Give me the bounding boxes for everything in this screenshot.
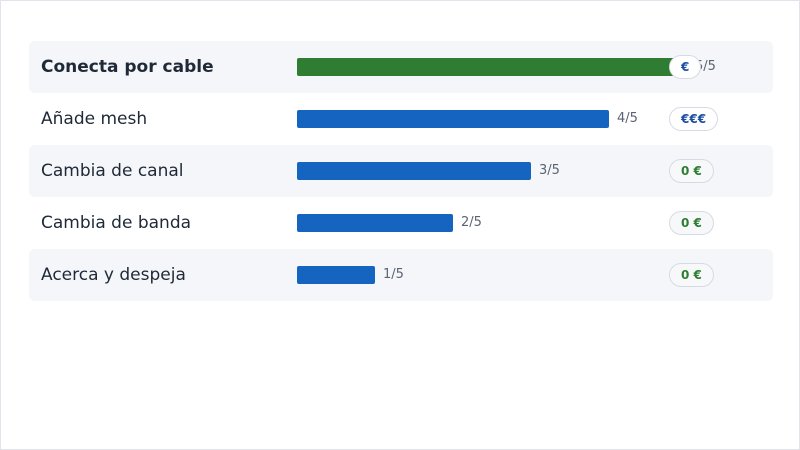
chart-row: Añade mesh 4/5 €€€: [29, 93, 773, 145]
category-label: Cambia de canal: [41, 161, 184, 181]
chart-row: Cambia de banda 2/5 0 €: [29, 197, 773, 249]
category-label: Acerca y despeja: [41, 265, 186, 285]
bar: [297, 266, 375, 284]
chart-row: Cambia de canal 3/5 0 €: [29, 145, 773, 197]
bar: [297, 58, 687, 76]
category-label: Conecta por cable: [41, 57, 214, 77]
bar-chart: Conecta por cable 5/5 € Añade mesh 4/5 €€€ Cam…: [29, 41, 773, 301]
cost-badge: 0 €: [669, 263, 714, 287]
score-label: 4/5: [617, 111, 638, 126]
chart-row: Acerca y despeja 1/5 0 €: [29, 249, 773, 301]
cost-badge: 0 €: [669, 211, 714, 235]
bar: [297, 110, 609, 128]
score-label: 3/5: [539, 163, 560, 178]
cost-badge: €: [669, 55, 702, 79]
bar: [297, 214, 453, 232]
category-label: Añade mesh: [41, 109, 148, 129]
bar: [297, 162, 531, 180]
cost-badge: €€€: [669, 107, 719, 131]
score-label: 2/5: [461, 215, 482, 230]
cost-badge: 0 €: [669, 159, 714, 183]
chart-row: Conecta por cable 5/5 €: [29, 41, 773, 93]
category-label: Cambia de banda: [41, 213, 192, 233]
score-label: 1/5: [383, 267, 404, 282]
